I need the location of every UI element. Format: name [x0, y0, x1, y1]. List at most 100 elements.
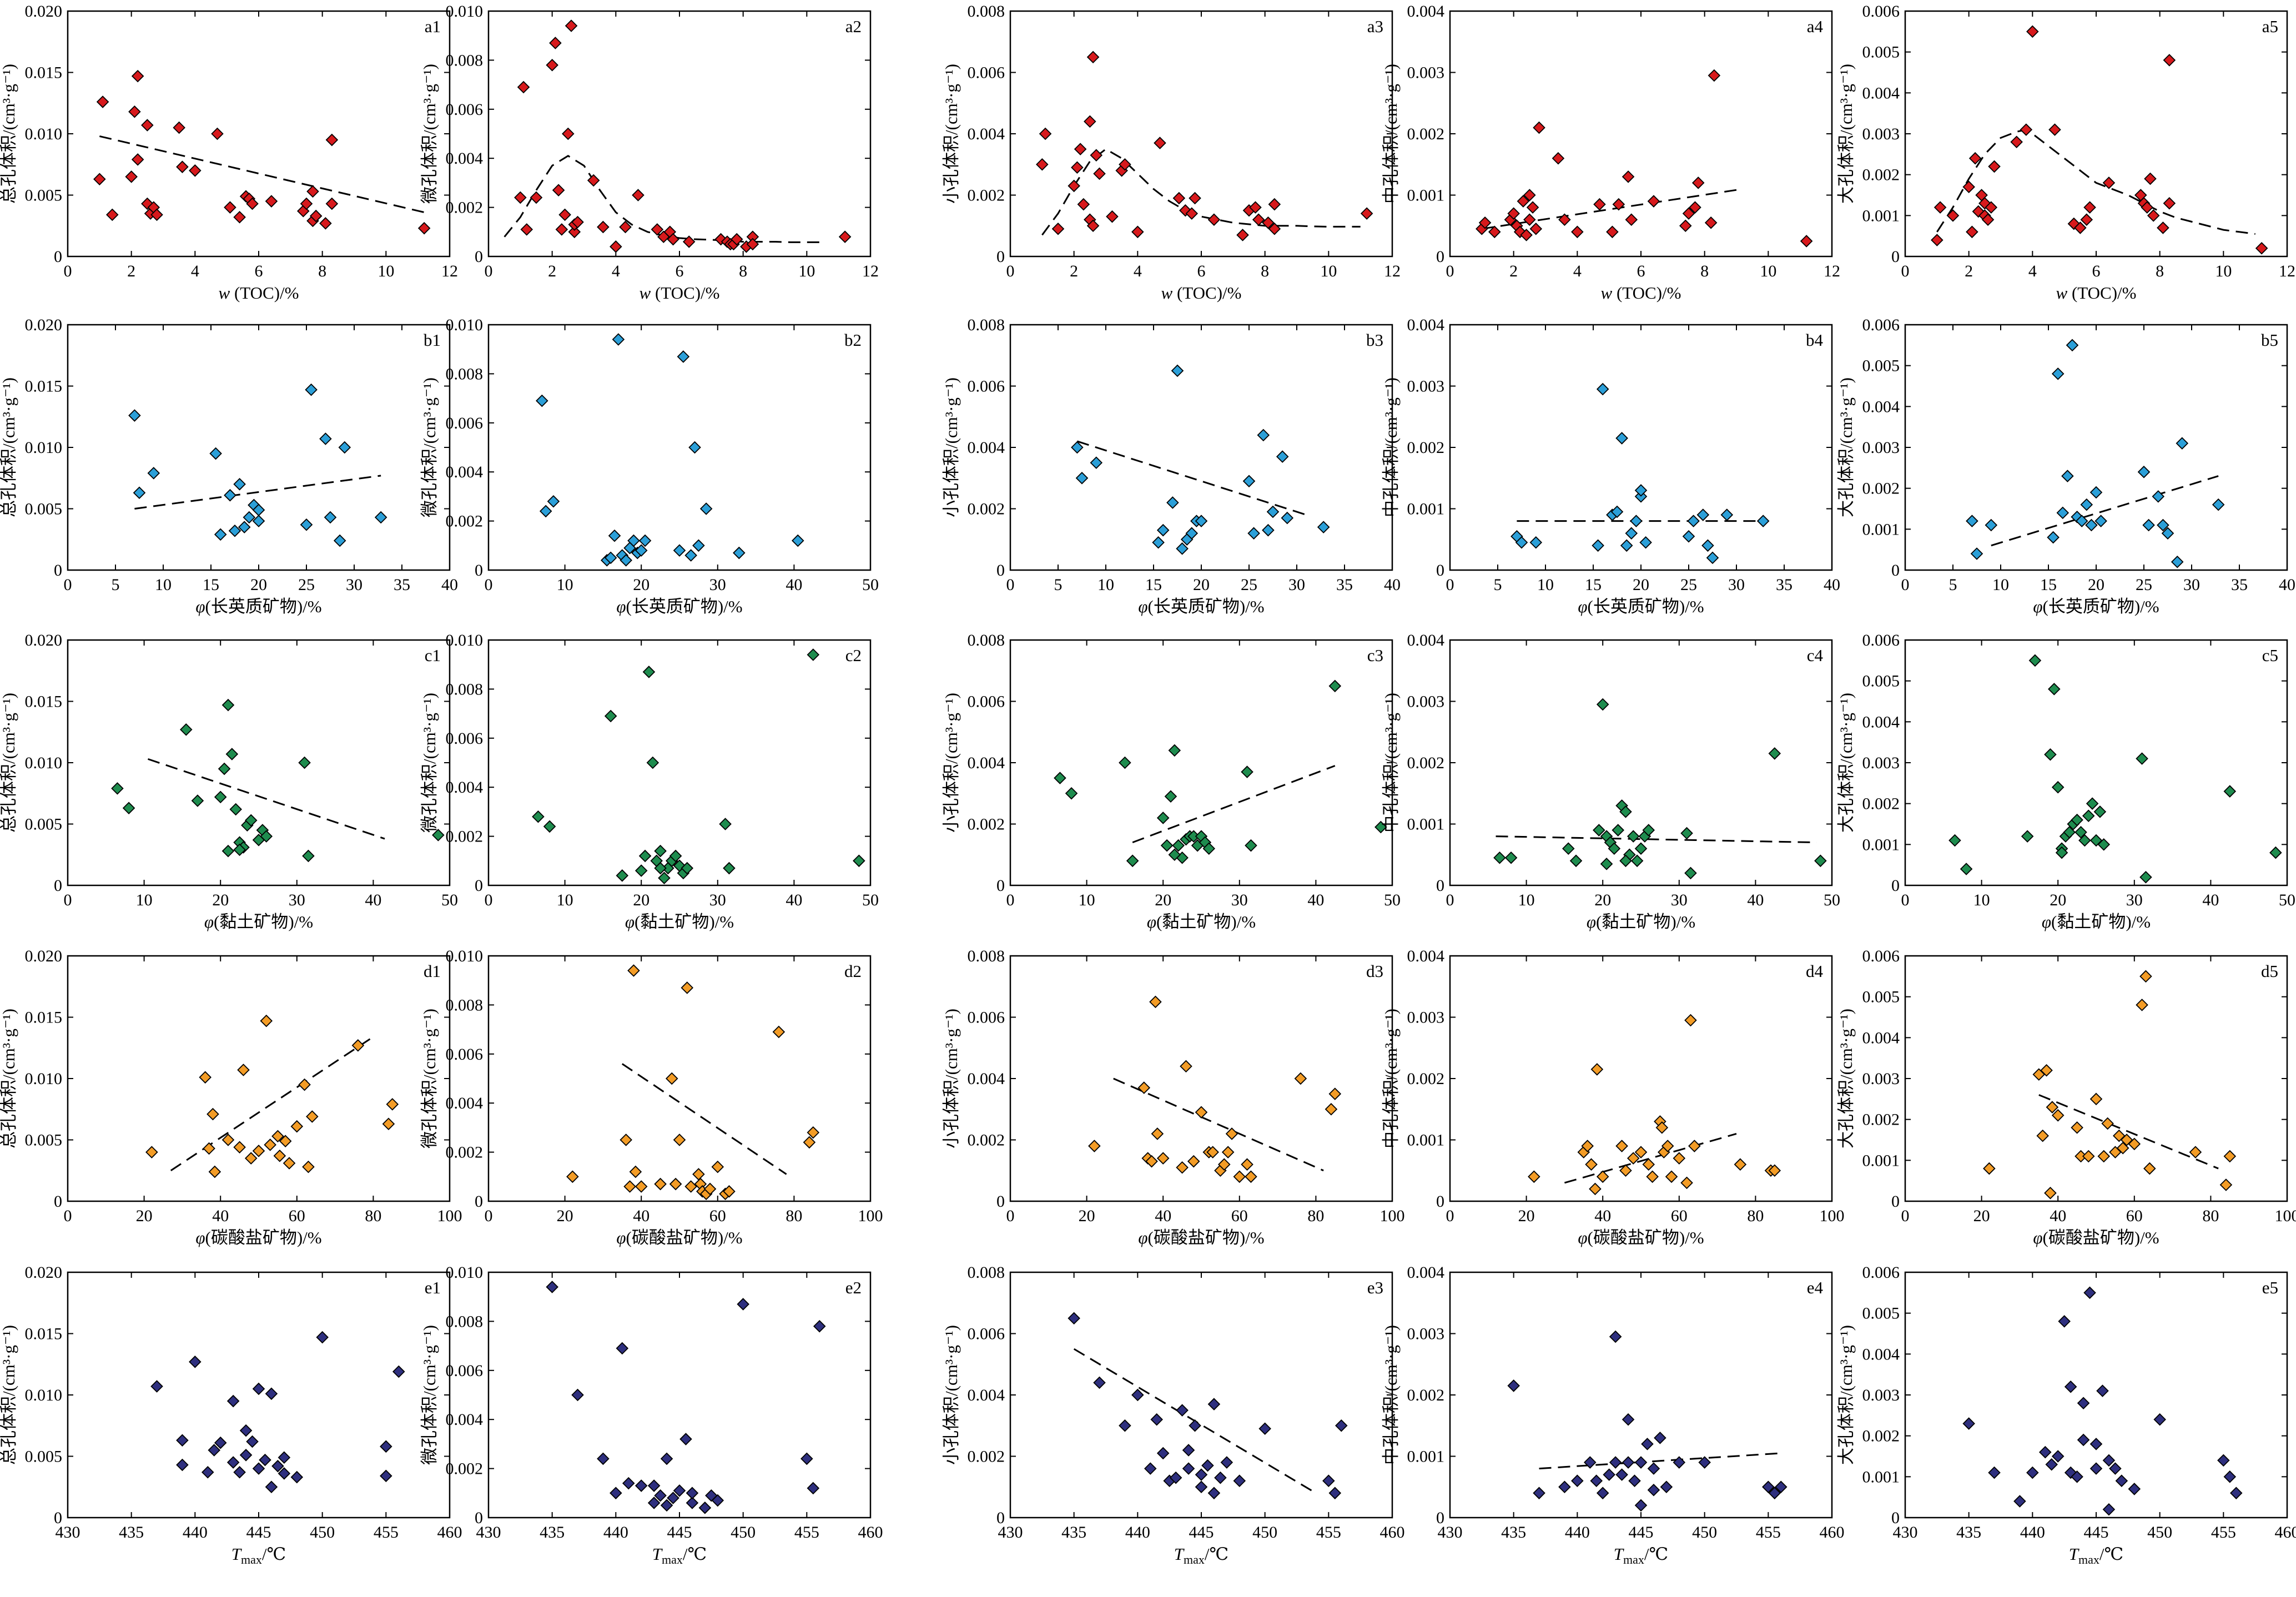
data-point	[1585, 1158, 1598, 1171]
x-tick-label: 0	[1446, 576, 1454, 594]
y-tick-label: 0.002	[1862, 480, 1900, 498]
plot-frame	[1904, 639, 2288, 886]
data-point	[642, 666, 656, 678]
data-point	[608, 529, 621, 542]
y-tick-label: 0.003	[1862, 1070, 1900, 1088]
data-point	[1182, 1462, 1195, 1475]
y-tick-label-zero: 0	[54, 561, 62, 580]
y-tick-label: 0.020	[25, 947, 63, 965]
x-tick-label: 15	[1585, 576, 1602, 594]
data-point	[1596, 1170, 1609, 1183]
data-point	[209, 447, 222, 460]
data-point	[1619, 1164, 1632, 1177]
x-tick-label: 0	[64, 891, 72, 909]
data-point	[2080, 213, 2093, 226]
x-axis-label-part: (TOC)/%	[651, 283, 719, 303]
x-tick-label: 6	[676, 262, 684, 280]
x-axis-label-part: φ	[1587, 912, 1596, 931]
data-point	[96, 95, 109, 108]
y-tick-label: 0.006	[968, 377, 1005, 396]
data-point	[1589, 1182, 1602, 1196]
x-tick-label: 30	[709, 891, 726, 909]
data-point	[252, 1462, 265, 1475]
data-point	[1268, 223, 1281, 235]
data-point	[273, 1149, 286, 1162]
data-point	[1634, 1456, 1648, 1469]
data-point	[1119, 158, 1131, 171]
y-tick-label: 0.005	[1862, 672, 1900, 691]
y-tick-label: 0.002	[1407, 439, 1445, 457]
y-tick-label: 0.004	[446, 778, 484, 797]
data-point	[1647, 1462, 1660, 1475]
data-point	[733, 546, 746, 560]
x-axis-label-part: φ	[195, 597, 205, 616]
panel-tag: b3	[1366, 330, 1383, 350]
data-point	[629, 1165, 642, 1178]
panel-tag: e4	[1807, 1278, 1824, 1297]
data-point	[1247, 527, 1260, 540]
data-point	[1988, 1466, 2001, 1479]
data-point	[2161, 527, 2174, 540]
data-point	[417, 221, 431, 235]
x-axis-label: Tmax/℃	[652, 1544, 707, 1566]
data-point	[221, 698, 235, 712]
data-point	[1673, 1456, 1686, 1469]
trend-line	[148, 758, 385, 840]
x-tick-label: 10	[1518, 891, 1535, 909]
data-point	[1654, 1432, 1666, 1444]
data-point	[772, 1025, 786, 1039]
y-tick-label-zero: 0	[54, 248, 62, 266]
x-axis-label-part: T	[2069, 1544, 2080, 1564]
data-point	[2128, 1483, 2141, 1495]
data-point	[1262, 216, 1275, 229]
x-axis-label: φ(黏土矿物)/%	[204, 912, 313, 931]
x-axis-label: φ(碳酸盐矿物)/%	[1578, 1228, 1704, 1247]
data-point	[309, 209, 323, 223]
data-point	[2219, 1178, 2233, 1191]
data-point	[1054, 772, 1066, 784]
data-point	[2176, 437, 2189, 450]
panel-tag: d2	[844, 961, 862, 981]
x-tick-label: 100	[858, 1207, 883, 1225]
data-point	[1592, 539, 1604, 552]
data-point	[260, 830, 273, 843]
y-tick-label: 0.006	[1862, 316, 1900, 334]
x-tick-label: 450	[1252, 1523, 1277, 1541]
y-axis-label: 小孔体积/(cm³·g⁻¹)	[941, 64, 961, 204]
data-point	[807, 1482, 820, 1495]
data-point	[623, 1180, 636, 1193]
data-point	[1156, 1447, 1170, 1460]
data-point	[233, 1141, 246, 1154]
x-tick-label: 0	[485, 1207, 493, 1225]
data-point	[176, 1458, 189, 1472]
data-point	[807, 648, 820, 661]
data-point	[214, 790, 227, 804]
data-point	[1682, 207, 1695, 220]
x-tick-label: 6	[255, 262, 263, 280]
x-axis-label-part: (长英质矿物)/%	[626, 597, 743, 616]
data-point	[2157, 221, 2169, 234]
data-point	[1281, 511, 1294, 525]
data-point	[2051, 780, 2065, 794]
plot-frame	[1009, 10, 1393, 258]
x-tick-label: 30	[289, 891, 305, 909]
data-point	[1160, 839, 1174, 852]
x-axis-label-part: (碳酸盐矿物)/%	[626, 1228, 743, 1247]
data-point	[1661, 1140, 1674, 1152]
panel-c5: 0 10 20 30 40 50 0 0.001 0.002 0.003 0.004 0.005 0.0…	[1836, 631, 2295, 931]
data-point	[1634, 484, 1648, 497]
data-point	[2051, 367, 2065, 380]
data-point	[1583, 1456, 1597, 1469]
data-point	[1622, 1413, 1635, 1426]
y-tick-label: 0.015	[25, 693, 63, 711]
data-point	[1615, 1468, 1628, 1481]
data-point	[131, 153, 144, 166]
data-point	[673, 1484, 686, 1497]
data-point	[597, 220, 610, 234]
y-tick-label: 0.005	[1862, 988, 1900, 1006]
data-point	[1625, 213, 1638, 226]
x-axis-label: φ(黏土矿物)/%	[1147, 912, 1256, 931]
data-point	[1156, 812, 1170, 824]
y-tick-label-zero: 0	[475, 561, 483, 580]
data-point	[1627, 1152, 1640, 1165]
